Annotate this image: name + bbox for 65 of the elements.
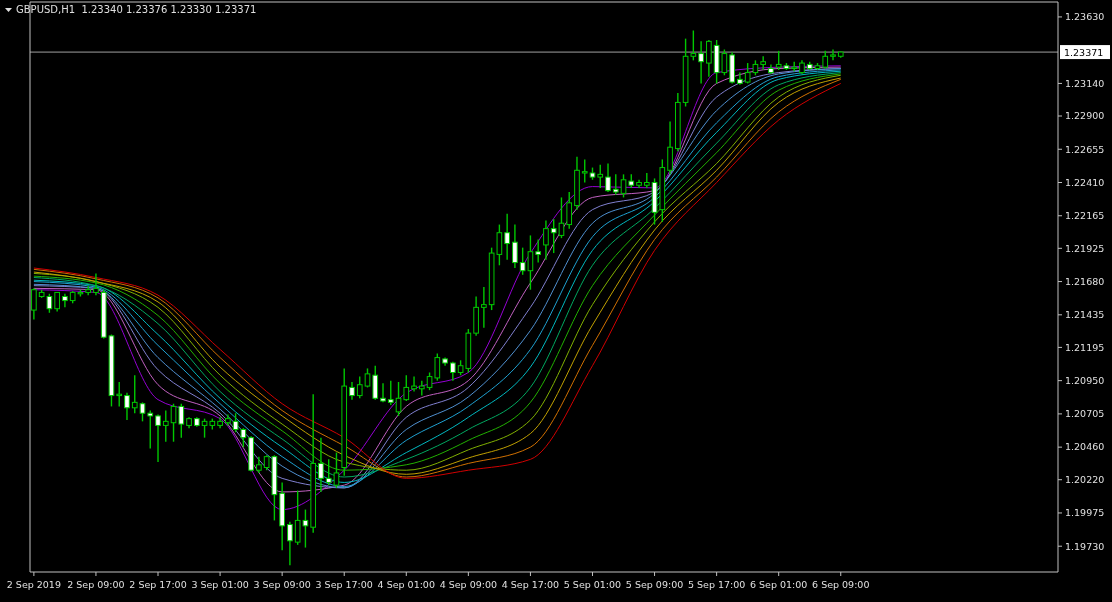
candlestick <box>93 272 99 296</box>
candlestick <box>504 213 510 261</box>
candlestick <box>162 409 169 443</box>
candlestick <box>667 120 673 176</box>
x-tick-label: 3 Sep 17:00 <box>315 579 373 590</box>
candlestick <box>372 365 379 401</box>
candlestick <box>512 223 518 269</box>
candlestick <box>31 287 37 321</box>
y-tick-label: 1.22655 <box>1065 143 1105 155</box>
candlestick <box>706 39 712 78</box>
candlestick <box>698 40 704 85</box>
y-tick-label: 1.20950 <box>1065 374 1105 386</box>
candlestick <box>131 374 138 414</box>
x-tick-label: 4 Sep 09:00 <box>439 579 498 590</box>
y-tick-label: 1.21195 <box>1065 341 1105 353</box>
candlestick <box>147 409 154 450</box>
candlestick <box>411 375 417 393</box>
candlestick <box>543 219 549 261</box>
y-tick-label: 1.21435 <box>1065 309 1105 321</box>
candlestick <box>139 401 146 423</box>
x-tick-label: 3 Sep 09:00 <box>253 579 311 590</box>
x-tick-label: 2 Sep 09:00 <box>67 579 125 590</box>
candlestick <box>318 436 324 493</box>
candlestick <box>287 521 293 566</box>
y-tick-label: 1.20220 <box>1065 474 1105 486</box>
candlestick <box>155 413 161 463</box>
candlestick <box>830 48 836 62</box>
candlestick <box>387 379 394 406</box>
ref-line-label: 1.23371 <box>1064 47 1104 59</box>
x-tick-label: 4 Sep 17:00 <box>501 579 560 590</box>
x-tick-label: 5 Sep 09:00 <box>625 579 684 590</box>
y-tick-label: 1.22410 <box>1065 176 1105 188</box>
candlestick <box>612 173 619 196</box>
candlestick <box>566 191 573 230</box>
y-tick-label: 1.22900 <box>1065 110 1105 122</box>
candlestick <box>418 379 425 397</box>
x-tick-label: 6 Sep 01:00 <box>750 579 808 590</box>
candlestick <box>481 286 487 329</box>
x-tick-label: 2 Sep 2019 <box>6 579 61 590</box>
x-tick-label: 3 Sep 01:00 <box>191 579 249 590</box>
y-tick-label: 1.19730 <box>1065 540 1105 552</box>
y-tick-label: 1.21925 <box>1065 242 1105 254</box>
x-tick-label: 4 Sep 01:00 <box>377 579 435 590</box>
x-tick-label: 5 Sep 01:00 <box>563 579 622 590</box>
y-tick-label: 1.19975 <box>1065 507 1105 519</box>
y-tick-label: 1.23630 <box>1065 11 1105 23</box>
candlestick <box>581 158 588 184</box>
x-tick-label: 2 Sep 17:00 <box>129 579 187 590</box>
candlestick <box>356 375 363 399</box>
y-tick-label: 1.20705 <box>1065 408 1105 420</box>
candlestick <box>597 164 604 189</box>
candlestick <box>535 238 542 264</box>
y-tick-label: 1.20460 <box>1065 441 1105 453</box>
chart-title: GBPUSD,H1 1.23340 1.23376 1.23330 1.23371 <box>16 4 257 15</box>
candlestick <box>54 291 60 313</box>
candlestick <box>643 172 650 189</box>
y-tick-label: 1.22165 <box>1065 210 1105 222</box>
y-tick-label: 1.23140 <box>1065 77 1105 89</box>
candlestick <box>605 162 611 193</box>
candlestick <box>116 381 123 408</box>
candlestick <box>760 55 767 71</box>
x-tick-label: 5 Sep 17:00 <box>687 579 746 590</box>
x-tick-label: 6 Sep 09:00 <box>812 579 870 590</box>
candlestick <box>124 392 130 421</box>
y-tick-label: 1.21680 <box>1065 275 1105 287</box>
